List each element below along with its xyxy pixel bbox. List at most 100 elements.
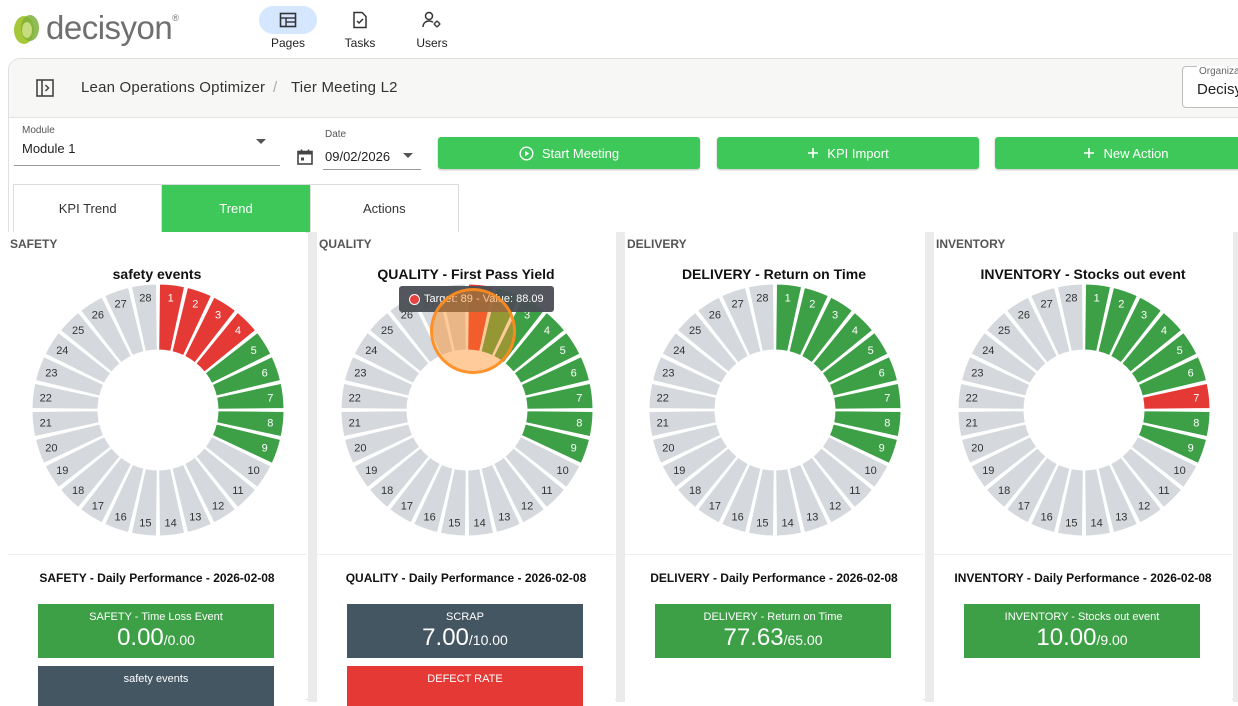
kpi-import-button[interactable]: KPI Import [717,137,979,169]
day-segment-10[interactable] [821,436,889,489]
day-segment-18[interactable] [59,447,121,509]
organization-select[interactable]: Organiza Decisy [1182,66,1238,108]
day-segment-16[interactable] [413,463,454,534]
day-segment-18[interactable] [368,447,430,509]
day-segment-9[interactable] [211,423,282,464]
day-segment-19[interactable] [353,436,421,489]
day-segment-17[interactable] [696,456,749,524]
day-segment-17[interactable] [79,456,132,524]
day-segment-9[interactable] [1137,423,1208,464]
day-segment-4[interactable] [195,311,257,373]
day-segment-23[interactable] [343,356,414,397]
tab-actions[interactable]: Actions [363,201,406,216]
day-segment-21[interactable] [648,410,717,438]
day-segment-27[interactable] [721,286,762,357]
day-segment-15[interactable] [1056,468,1084,537]
kpi-card[interactable]: DEFECT RATE [347,666,583,706]
day-segment-4[interactable] [504,311,566,373]
kpi-card[interactable]: SCRAP 7.00/10.00 [347,604,583,658]
day-segment-12[interactable] [1110,456,1163,524]
chevron-down-icon[interactable] [256,139,266,144]
day-segment-22[interactable] [648,382,717,410]
day-segment-23[interactable] [34,356,105,397]
day-segment-5[interactable] [821,331,889,384]
day-segment-15[interactable] [130,468,158,537]
day-segment-6[interactable] [1137,356,1208,397]
day-segment-24[interactable] [353,331,421,384]
breadcrumb-item-app[interactable]: Lean Operations Optimizer [81,79,266,96]
day-segment-12[interactable] [184,456,237,524]
day-segment-8[interactable] [525,410,594,438]
day-segment-11[interactable] [1121,447,1183,509]
day-segment-14[interactable] [158,468,186,537]
day-segment-11[interactable] [504,447,566,509]
kpi-card[interactable]: DELIVERY - Return on Time 77.63/65.00 [655,604,891,658]
day-segment-14[interactable] [467,468,495,537]
day-segment-26[interactable] [696,296,749,364]
day-segment-12[interactable] [801,456,854,524]
day-segment-23[interactable] [651,356,722,397]
sidebar-toggle-icon[interactable] [35,78,55,98]
day-segment-8[interactable] [1142,410,1211,438]
day-segment-20[interactable] [343,423,414,464]
day-segment-9[interactable] [520,423,591,464]
day-segment-16[interactable] [721,463,762,534]
day-segment-26[interactable] [1005,296,1058,364]
day-segment-23[interactable] [960,356,1031,397]
day-segment-28[interactable] [130,283,158,352]
day-segment-10[interactable] [204,436,272,489]
tab-trend[interactable]: Trend [162,185,311,232]
day-segment-16[interactable] [1030,463,1071,534]
new-action-button[interactable]: New Action [995,137,1238,169]
day-segment-4[interactable] [1121,311,1183,373]
day-segment-1[interactable] [1084,283,1112,352]
day-segment-2[interactable] [171,286,212,357]
tab-kpi-trend[interactable]: KPI Trend [14,185,163,232]
day-segment-22[interactable] [340,382,409,410]
day-segment-20[interactable] [34,423,105,464]
day-segment-3[interactable] [1110,296,1163,364]
day-segment-24[interactable] [661,331,729,384]
day-segment-26[interactable] [79,296,132,364]
day-segment-7[interactable] [216,382,285,410]
day-segment-7[interactable] [1142,382,1211,410]
day-segment-25[interactable] [676,311,738,373]
day-segment-22[interactable] [957,382,1026,410]
day-segment-3[interactable] [184,296,237,364]
day-segment-20[interactable] [960,423,1031,464]
day-segment-22[interactable] [31,382,100,410]
day-segment-5[interactable] [204,331,272,384]
nav-users[interactable]: Users [402,6,462,52]
day-segment-24[interactable] [970,331,1038,384]
day-segment-10[interactable] [513,436,581,489]
day-segment-21[interactable] [340,410,409,438]
day-segment-5[interactable] [1130,331,1198,384]
day-segment-24[interactable] [44,331,112,384]
day-segment-27[interactable] [104,286,145,357]
day-segment-13[interactable] [1097,463,1138,534]
day-segment-25[interactable] [59,311,121,373]
day-segment-18[interactable] [985,447,1047,509]
nav-pages[interactable]: Pages [258,6,318,52]
day-segment-8[interactable] [833,410,902,438]
day-segment-20[interactable] [651,423,722,464]
day-segment-6[interactable] [211,356,282,397]
day-segment-21[interactable] [957,410,1026,438]
day-segment-11[interactable] [812,447,874,509]
day-segment-1[interactable] [158,283,186,352]
day-segment-13[interactable] [788,463,829,534]
day-segment-17[interactable] [388,456,441,524]
date-chevron-down-icon[interactable] [403,153,413,158]
day-segment-28[interactable] [1056,283,1084,352]
day-segment-9[interactable] [828,423,899,464]
day-segment-3[interactable] [801,296,854,364]
day-segment-11[interactable] [195,447,257,509]
nav-tasks[interactable]: Tasks [330,6,390,52]
day-segment-19[interactable] [970,436,1038,489]
day-segment-7[interactable] [833,382,902,410]
day-segment-27[interactable] [1030,286,1071,357]
day-segment-15[interactable] [439,468,467,537]
day-segment-8[interactable] [216,410,285,438]
day-segment-17[interactable] [1005,456,1058,524]
kpi-card[interactable]: INVENTORY - Stocks out event 10.00/9.00 [964,604,1200,658]
